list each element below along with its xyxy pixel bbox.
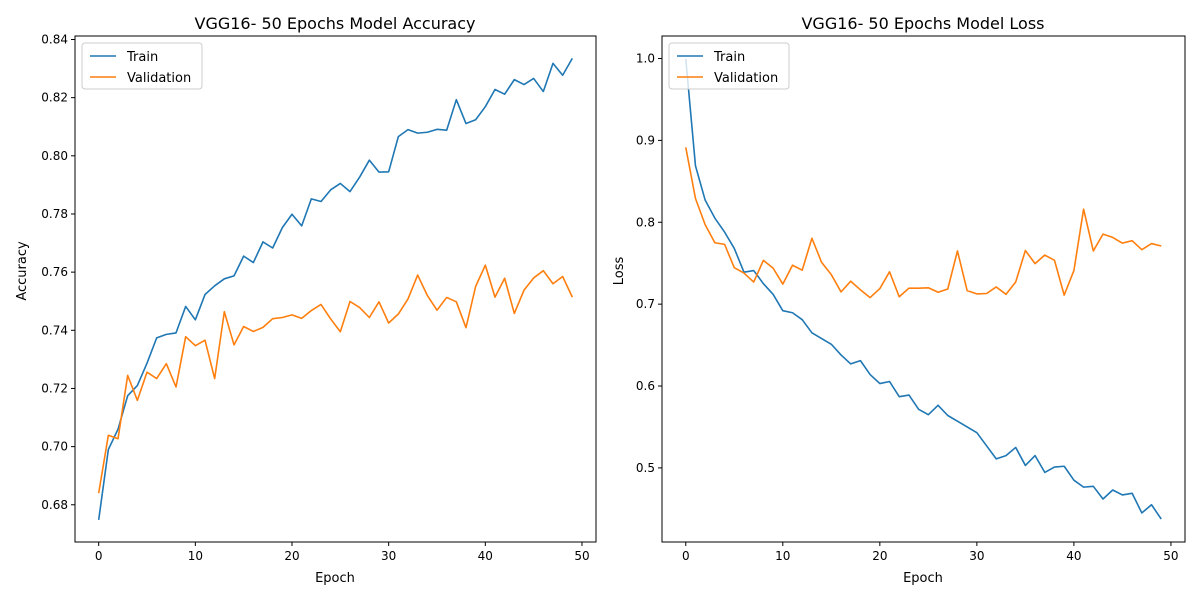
y-tick-label: 0.78 [41, 207, 68, 221]
legend-label-validation: Validation [714, 71, 778, 86]
series-line-train [97, 57, 574, 521]
x-tick-label: 50 [574, 549, 589, 563]
x-tick-label: 30 [969, 549, 984, 563]
x-tick-label: 10 [775, 549, 790, 563]
series-line-train [684, 58, 1162, 520]
y-tick-label: 0.84 [41, 32, 68, 46]
y-tick-label: 0.80 [41, 149, 68, 163]
y-tick-label: 0.76 [41, 265, 68, 279]
y-axis-label: Accuracy [15, 241, 30, 301]
loss-chart: VGG16- 50 Epochs Model Loss Epoch Loss 0… [612, 14, 1186, 586]
series-line-validation [97, 264, 574, 494]
legend-label-validation: Validation [127, 71, 191, 86]
y-tick-label: 0.9 [636, 133, 655, 147]
x-axis-label: Epoch [315, 571, 355, 586]
chart-title: VGG16- 50 Epochs Model Loss [801, 14, 1044, 33]
x-tick-label: 40 [1066, 549, 1081, 563]
legend: Train Validation [668, 42, 790, 90]
chart-title: VGG16- 50 Epochs Model Accuracy [195, 14, 476, 33]
x-tick-label: 50 [1163, 549, 1178, 563]
legend-label-train: Train [713, 50, 745, 65]
y-tick-label: 0.7 [636, 297, 655, 311]
legend-label-train: Train [126, 50, 158, 65]
y-axis-label: Loss [612, 257, 627, 286]
y-tick-label: 0.68 [41, 498, 68, 512]
plot-area-frame [74, 35, 597, 543]
y-tick-label: 0.72 [41, 381, 68, 395]
x-tick-label: 0 [95, 549, 103, 563]
y-tick-label: 1.0 [636, 52, 655, 66]
plot-area-frame [661, 35, 1186, 543]
x-tick-label: 0 [682, 549, 690, 563]
y-tick-label: 0.82 [41, 91, 68, 105]
y-tick-label: 0.5 [636, 461, 655, 475]
series-line-validation [684, 147, 1162, 299]
accuracy-chart: VGG16- 50 Epochs Model Accuracy Epoch Ac… [15, 14, 597, 586]
legend: Train Validation [81, 42, 203, 90]
x-tick-label: 30 [381, 549, 396, 563]
x-tick-label: 20 [284, 549, 299, 563]
x-tick-label: 20 [872, 549, 887, 563]
x-axis-label: Epoch [903, 571, 943, 586]
y-tick-label: 0.6 [636, 379, 655, 393]
y-tick-label: 0.70 [41, 440, 68, 454]
x-tick-label: 10 [188, 549, 203, 563]
x-tick-label: 40 [478, 549, 493, 563]
y-tick-label: 0.8 [636, 215, 655, 229]
y-tick-label: 0.74 [41, 323, 68, 337]
